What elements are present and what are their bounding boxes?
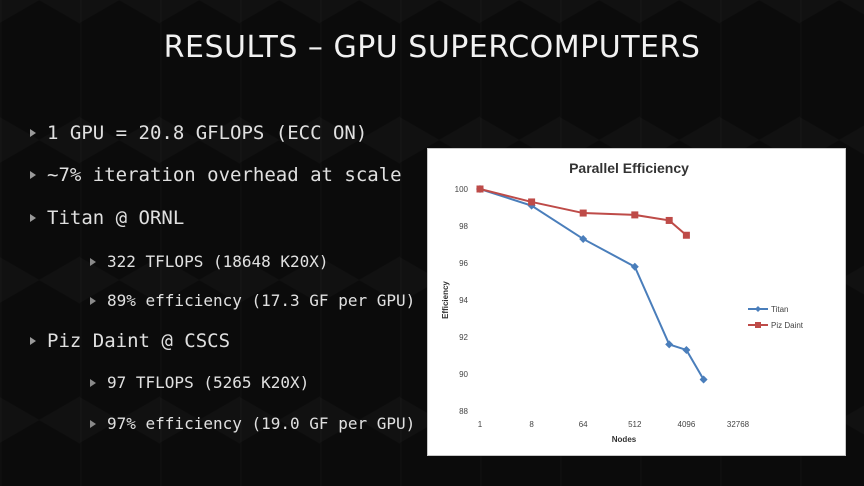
x-axis-label: Nodes: [612, 435, 637, 444]
x-tick-label: 8: [529, 420, 534, 429]
x-tick-label: 512: [628, 420, 642, 429]
bullet-triangle-icon: [90, 378, 96, 387]
data-point: [528, 198, 536, 206]
bullet-text: 322 TFLOPS (18648 K20X): [107, 252, 329, 271]
y-tick-label: 88: [459, 407, 468, 416]
data-point: [682, 231, 690, 239]
bullet-text: 97 TFLOPS (5265 K20X): [107, 373, 310, 392]
bullet-text: Piz Daint @ CSCS: [47, 330, 231, 352]
y-tick-label: 100: [455, 185, 469, 194]
legend-marker: [755, 306, 761, 312]
chart-svg: Parallel Efficiency 88 90 92 94 96 98 100 1 8 64 51…: [441, 160, 804, 444]
bullet-item: Piz Daint @ CSCS: [30, 330, 230, 352]
data-point: [631, 211, 639, 219]
bullet-item: ~7% iteration overhead at scale: [30, 164, 402, 186]
x-tick-label: 4096: [678, 420, 696, 429]
bullet-text: 89% efficiency (17.3 GF per GPU): [107, 291, 416, 310]
x-tick-label: 1: [478, 420, 483, 429]
data-point: [630, 262, 639, 271]
bullet-item: Titan @ ORNL: [30, 207, 184, 229]
data-point: [665, 216, 673, 224]
bullet-triangle-icon: [90, 257, 96, 266]
bullet-triangle-icon: [90, 296, 96, 305]
y-tick-label: 90: [459, 370, 468, 379]
y-tick-label: 94: [459, 296, 468, 305]
bullet-triangle-icon: [30, 129, 36, 137]
bullet-triangle-icon: [30, 171, 36, 179]
y-tick-label: 98: [459, 222, 468, 231]
y-axis-label: Efficiency: [441, 281, 450, 319]
bullet-text: Titan @ ORNL: [47, 207, 185, 229]
x-tick-label: 32768: [727, 420, 750, 429]
bullet-triangle-icon: [30, 214, 36, 222]
data-point: [579, 234, 588, 243]
chart-title: Parallel Efficiency: [569, 160, 689, 176]
data-point: [665, 340, 674, 349]
y-tick-label: 96: [459, 259, 468, 268]
data-point: [579, 209, 587, 217]
bullet-text: 97% efficiency (19.0 GF per GPU): [107, 414, 416, 433]
sub-bullet-item: 97% efficiency (19.0 GF per GPU): [90, 414, 415, 433]
data-point: [699, 375, 708, 384]
bullet-triangle-icon: [90, 419, 96, 428]
legend-marker: [755, 322, 761, 328]
bullet-text: ~7% iteration overhead at scale: [47, 164, 402, 186]
data-point: [682, 345, 691, 354]
parallel-efficiency-chart: Parallel Efficiency 88 90 92 94 96 98 100 1 8 64 51…: [427, 148, 846, 456]
sub-bullet-item: 322 TFLOPS (18648 K20X): [90, 252, 329, 271]
legend-label: Piz Daint: [771, 321, 804, 330]
y-tick-label: 92: [459, 333, 468, 342]
bullet-item: 1 GPU = 20.8 GFLOPS (ECC ON): [30, 122, 367, 144]
bullet-triangle-icon: [30, 337, 36, 345]
slide-title: RESULTS – GPU SUPERCOMPUTERS: [163, 30, 701, 65]
x-tick-label: 64: [579, 420, 588, 429]
sub-bullet-item: 89% efficiency (17.3 GF per GPU): [90, 291, 415, 310]
sub-bullet-item: 97 TFLOPS (5265 K20X): [90, 373, 309, 392]
data-point: [476, 185, 484, 193]
bullet-text: 1 GPU = 20.8 GFLOPS (ECC ON): [47, 122, 368, 144]
legend-label: Titan: [771, 305, 789, 314]
